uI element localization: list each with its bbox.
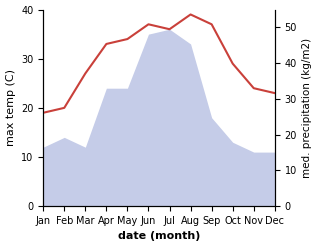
- X-axis label: date (month): date (month): [118, 231, 200, 242]
- Y-axis label: max temp (C): max temp (C): [5, 69, 16, 146]
- Y-axis label: med. precipitation (kg/m2): med. precipitation (kg/m2): [302, 38, 313, 178]
